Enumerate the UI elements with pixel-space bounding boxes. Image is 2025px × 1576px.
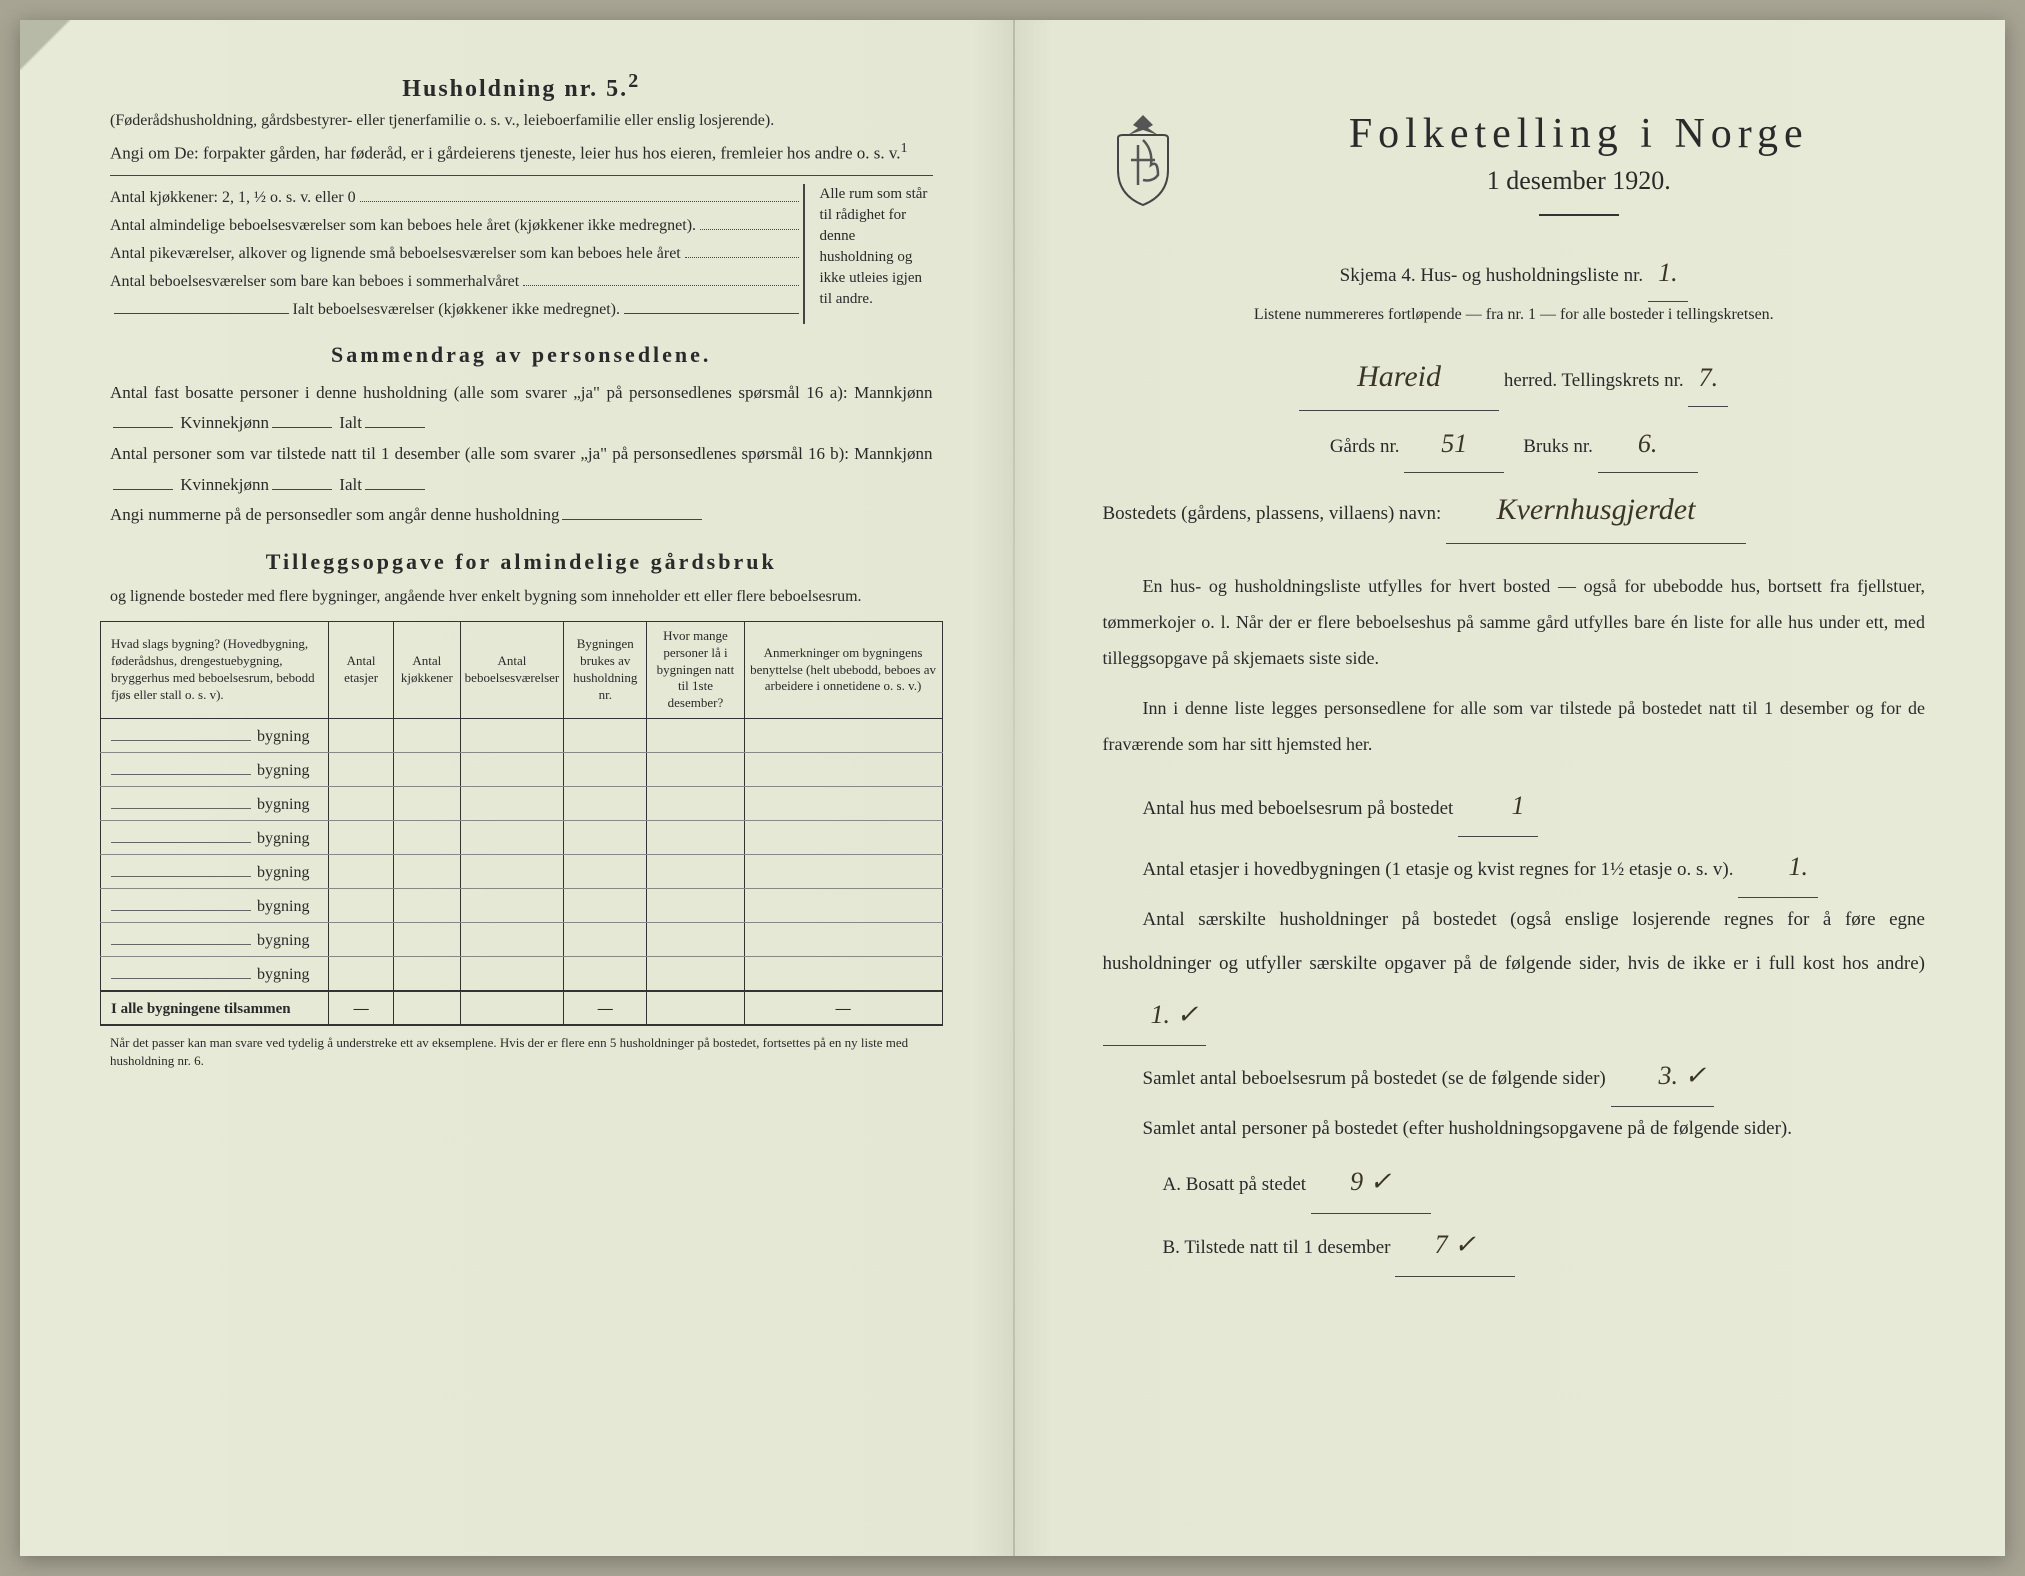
rooms-brace-group: Antal kjøkkener: 2, 1, ½ o. s. v. eller … [80,184,963,324]
angi-nummer: Angi nummerne på de personsedler som ang… [80,500,963,531]
gards-line: Gårds nr. 51 Bruks nr. 6. [1083,415,1946,473]
sammendrag-p2: Antal personer som var tilstede natt til… [80,439,963,500]
tillegg-sub: og lignende bosteder med flere bygninger… [80,585,963,609]
field-hus: Antal hus med beboelsesrum på bostedet 1 [1083,776,1946,837]
field-etasjer: Antal etasjer i hovedbygningen (1 etasje… [1083,837,1946,898]
th-kjokken: Antal kjøkkener [394,621,461,718]
table-header-row: Hvad slags bygning? (Hovedbygning, føder… [101,621,943,718]
field-beboelsesrum: Samlet antal beboelsesrum på bostedet (s… [1083,1046,1946,1107]
main-title: Folketelling i Norge [1213,110,1946,158]
right-page: Folketelling i Norge 1 desember 1920. Sk… [1013,20,2006,1556]
th-etasjer: Antal etasjer [329,621,394,718]
table-row: bygning [101,855,943,889]
f2-value: 1. [1788,852,1808,881]
brace-note: Alle rum som står til rådighet for denne… [803,184,933,324]
th-anmerk: Anmerkninger om bygningens benyttelse (h… [744,621,942,718]
f4-value: 3. ✓ [1659,1061,1707,1090]
rooms-row-total: Ialt beboelsesværelser (kjøkkener ikke m… [293,296,620,324]
bosted-value: Kvernhusgjerdet [1497,477,1696,543]
census-document: Husholdning nr. 5.2 (Føderådshusholdning… [20,20,2005,1556]
herred-line: Hareid herred. Tellingskrets nr. 7. [1083,344,1946,411]
skjema-value: 1. [1658,258,1678,287]
table-total-row: I alle bygningene tilsammen——— [101,991,943,1025]
sammendrag-title: Sammendrag av personsedlene. [80,342,963,368]
norway-crest-icon [1103,110,1183,210]
krets-value: 7. [1699,363,1719,392]
herred-value: Hareid [1357,344,1441,410]
listene-note: Listene nummereres fortløpende — fra nr.… [1083,306,1946,324]
field-a: A. Bosatt på stedet 9 ✓ [1163,1151,1946,1214]
th-bygning: Hvad slags bygning? (Hovedbygning, føder… [101,621,329,718]
fb-value: 7 ✓ [1435,1230,1476,1259]
f3-value: 1. ✓ [1151,1000,1199,1029]
main-date: 1 desember 1920. [1213,166,1946,196]
table-row: bygning [101,753,943,787]
building-table: Hvad slags bygning? (Hovedbygning, føder… [100,621,943,1026]
household-title: Husholdning nr. 5.2 [80,70,963,103]
field-b: B. Tilstede natt til 1 desember 7 ✓ [1163,1214,1946,1277]
tillegg-title: Tilleggsopgave for almindelige gårdsbruk [80,549,963,575]
field-personer: Samlet antal personer på bostedet (efter… [1083,1107,1946,1151]
f1-value: 1 [1512,791,1525,820]
th-hushold: Bygningen brukes av husholdning nr. [564,621,647,718]
th-beboelse: Antal beboelsesværelser [460,621,564,718]
instruction-angi: Angi om De: forpakter gården, har føderå… [80,137,963,167]
rooms-row-2: Antal pikeværelser, alkover og lignende … [110,240,681,268]
left-page: Husholdning nr. 5.2 (Føderådshusholdning… [20,20,1013,1556]
rooms-row-3: Antal beboelsesværelser som bare kan beb… [110,268,519,296]
household-subtitle: (Føderådshusholdning, gårdsbestyrer- ell… [80,109,963,133]
field-hushold: Antal særskilte husholdninger på bostede… [1083,898,1946,1046]
bosted-line: Bostedets (gårdens, plassens, villaens) … [1083,477,1946,544]
instructions-p1: En hus- og husholdningsliste utfylles fo… [1083,568,1946,676]
kitchen-count-label: Antal kjøkkener: 2, 1, ½ o. s. v. eller … [110,184,356,212]
table-row: bygning [101,957,943,991]
table-row: bygning [101,787,943,821]
table-row: bygning [101,923,943,957]
rooms-row-1: Antal almindelige beboelsesværelser som … [110,212,696,240]
gards-value: 51 [1441,429,1467,458]
skjema-line: Skjema 4. Hus- og husholdningsliste nr. … [1083,244,1946,302]
table-row: bygning [101,719,943,753]
sammendrag-p1: Antal fast bosatte personer i denne hush… [80,378,963,439]
table-footnote: Når det passer kan man svare ved tydelig… [80,1026,963,1070]
fa-value: 9 ✓ [1350,1167,1391,1196]
table-row: bygning [101,889,943,923]
th-personer: Hvor mange personer lå i bygningen natt … [647,621,744,718]
table-row: bygning [101,821,943,855]
bruks-value: 6. [1638,429,1658,458]
instructions-p2: Inn i denne liste legges personsedlene f… [1083,690,1946,762]
